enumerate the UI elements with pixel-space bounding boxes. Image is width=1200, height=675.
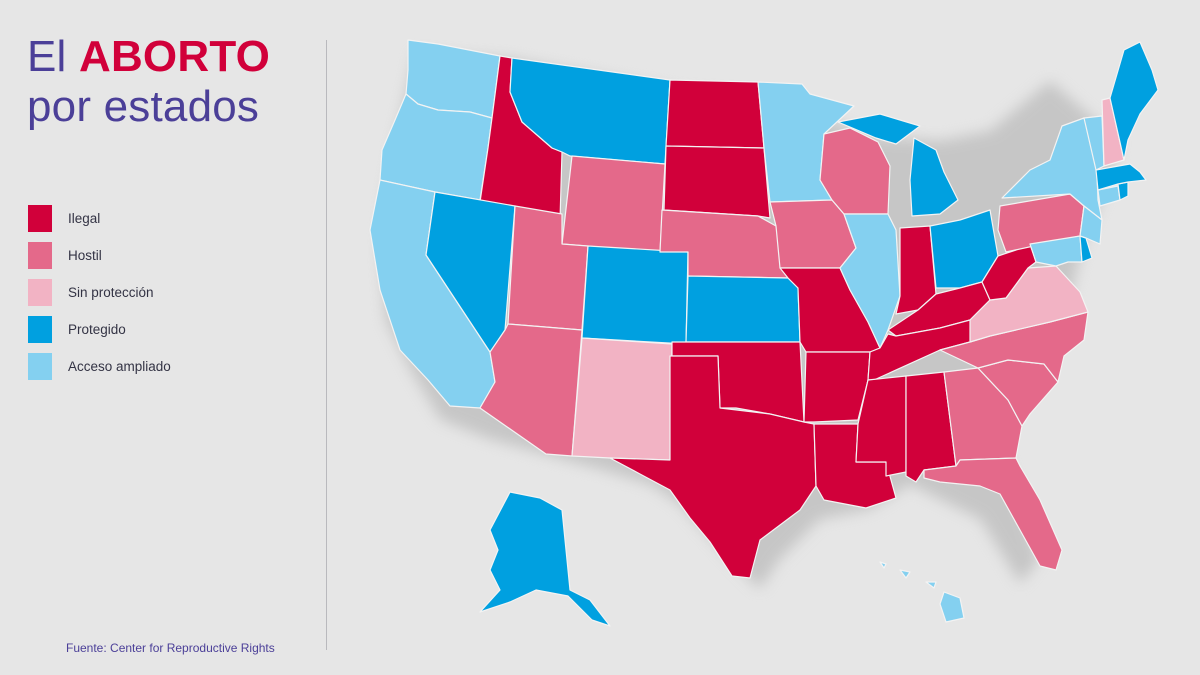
state-texas	[609, 355, 817, 579]
legend-item-protegido: Protegido	[28, 316, 171, 343]
legend-item-sin-proteccion: Sin protección	[28, 279, 171, 306]
state-maine	[1109, 41, 1159, 161]
legend-label-ilegal: Ilegal	[68, 211, 101, 226]
title-prefix: El	[27, 32, 67, 81]
legend-label-acceso-ampliado: Acceso ampliado	[68, 359, 171, 374]
divider	[326, 40, 327, 650]
state-florida	[923, 457, 1063, 571]
state-hawaii	[879, 561, 965, 623]
state-kansas	[685, 275, 801, 343]
legend-swatch-sin-proteccion	[28, 279, 52, 306]
state-wyoming	[561, 155, 666, 253]
page-title: El ABORTO por estados	[27, 32, 270, 132]
legend-label-sin-proteccion: Sin protección	[68, 285, 154, 300]
legend-label-protegido: Protegido	[68, 322, 126, 337]
legend-item-acceso-ampliado: Acceso ampliado	[28, 353, 171, 380]
legend-swatch-hostil	[28, 242, 52, 269]
title-line-1: El ABORTO	[27, 32, 270, 82]
source-note: Fuente: Center for Reproductive Rights	[66, 641, 275, 655]
us-map	[369, 39, 1159, 627]
state-rhode-island	[1117, 181, 1129, 201]
legend: Ilegal Hostil Sin protección Protegido A…	[28, 205, 171, 390]
legend-swatch-protegido	[28, 316, 52, 343]
legend-swatch-acceso-ampliado	[28, 353, 52, 380]
title-line-2: por estados	[27, 82, 260, 131]
legend-item-ilegal: Ilegal	[28, 205, 171, 232]
state-michigan	[837, 113, 959, 217]
title-highlight: ABORTO	[78, 32, 271, 81]
legend-swatch-ilegal	[28, 205, 52, 232]
state-south-dakota	[663, 145, 771, 219]
state-colorado	[581, 245, 689, 345]
state-arkansas	[803, 351, 871, 423]
state-new-jersey	[1079, 205, 1103, 245]
state-massachusetts	[1095, 163, 1147, 191]
state-new-mexico	[571, 337, 673, 461]
legend-item-hostil: Hostil	[28, 242, 171, 269]
legend-label-hostil: Hostil	[68, 248, 102, 263]
state-alaska	[479, 491, 611, 627]
state-north-dakota	[665, 79, 765, 149]
